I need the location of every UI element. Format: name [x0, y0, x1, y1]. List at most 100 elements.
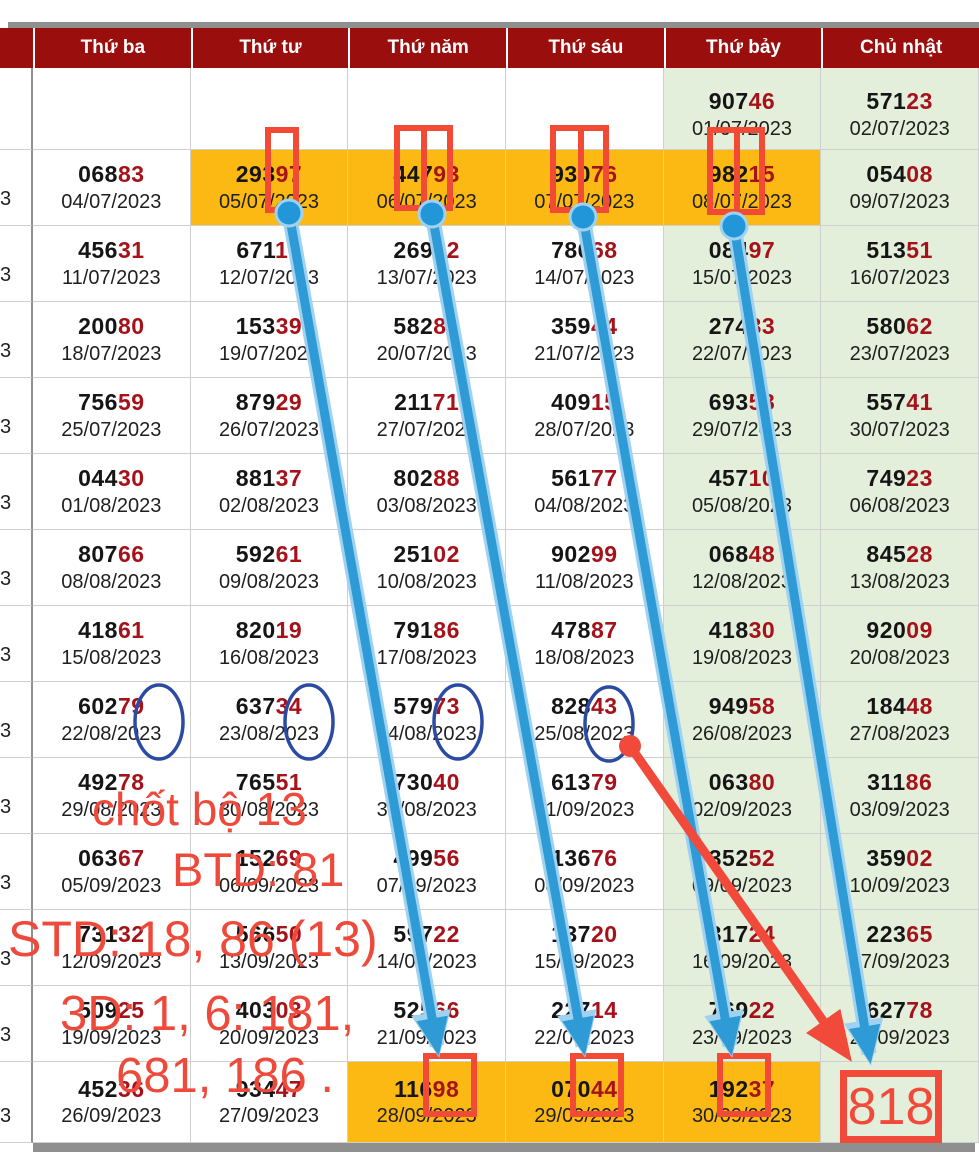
- result-date: 12/07/2023: [218, 266, 320, 289]
- header-day-1: Thứ tư: [190, 28, 349, 68]
- result-number: 35902: [866, 845, 933, 872]
- bottom-scrollbar[interactable]: [33, 1143, 975, 1152]
- lottery-cell: 05408 09/07/2023: [821, 150, 979, 226]
- clipped-monday-cell: 3: [0, 1062, 33, 1143]
- result-date: 09/09/2023: [691, 874, 793, 897]
- lottery-cell: 76922 23/09/2023: [663, 986, 822, 1062]
- clipped-monday-cell: 3: [0, 834, 33, 910]
- lottery-cell: [348, 68, 506, 150]
- result-date: 05/07/2023: [218, 190, 320, 213]
- result-date: 24/09/2023: [849, 1026, 950, 1049]
- result-number: 59722: [393, 921, 460, 948]
- result-date: 15/09/2023: [534, 950, 635, 973]
- result-date: 07/09/2023: [376, 874, 477, 897]
- lottery-cell: 31186 03/09/2023: [821, 758, 979, 834]
- lottery-cell: 49278 29/08/2023: [33, 758, 191, 834]
- result-date: 13/08/2023: [849, 570, 950, 593]
- result-number: 22714: [551, 997, 618, 1024]
- result-date: 22/08/2023: [61, 722, 162, 745]
- clipped-date-digit: 3: [0, 568, 12, 590]
- result-date: 24/08/2023: [376, 722, 477, 745]
- result-number: 44793: [393, 161, 460, 188]
- result-number: 41861: [78, 617, 145, 644]
- result-date: 06/08/2023: [849, 494, 950, 517]
- lottery-cell: [190, 68, 349, 150]
- lottery-cell: 51351 16/07/2023: [821, 226, 979, 302]
- lottery-cell: 69358 29/07/2023: [663, 378, 822, 454]
- result-number: 80766: [78, 541, 145, 568]
- lottery-cell: 52566 21/09/2023: [348, 986, 506, 1062]
- result-date: 02/08/2023: [218, 494, 320, 517]
- result-date: 29/09/2023: [534, 1105, 635, 1128]
- clipped-monday-cell: 3: [0, 682, 33, 758]
- result-date: 03/08/2023: [376, 494, 477, 517]
- header-day-5: Chủ nhật: [821, 28, 979, 68]
- clipped-monday-cell: 3: [0, 454, 33, 530]
- lottery-cell: 21171 27/07/2023: [348, 378, 506, 454]
- result-date: 08/07/2023: [691, 190, 793, 213]
- lottery-cell: 73132 12/09/2023: [33, 910, 191, 986]
- result-number: 45631: [78, 237, 145, 264]
- result-date: 21/09/2023: [376, 1026, 477, 1049]
- result-number: 87929: [235, 389, 303, 416]
- result-date: 10/08/2023: [376, 570, 477, 593]
- result-date: 01/08/2023: [61, 494, 162, 517]
- result-number: 75659: [78, 389, 145, 416]
- result-number: 13676: [551, 845, 618, 872]
- clipped-date-digit: 3: [0, 1024, 12, 1046]
- result-date: 17/08/2023: [376, 646, 477, 669]
- result-number: 84528: [866, 541, 933, 568]
- lottery-cell: 40915 28/07/2023: [506, 378, 664, 454]
- header-corner-cell: [0, 28, 33, 68]
- lottery-cell: 50925 19/09/2023: [33, 986, 191, 1062]
- result-date: 14/07/2023: [534, 266, 635, 289]
- lottery-cell: 20080 18/07/2023: [33, 302, 191, 378]
- lottery-cell: 49956 07/09/2023: [348, 834, 506, 910]
- lottery-cell: 41861 15/08/2023: [33, 606, 191, 682]
- result-date: 18/08/2023: [534, 646, 635, 669]
- clipped-monday-cell: 3: [0, 986, 33, 1062]
- result-date: 16/07/2023: [849, 266, 950, 289]
- result-date: 20/08/2023: [849, 646, 950, 669]
- header-day-4: Thứ bảy: [663, 28, 822, 68]
- result-number: 80288: [393, 465, 460, 492]
- result-date: 30/07/2023: [849, 418, 950, 441]
- result-number: 76551: [235, 769, 303, 796]
- top-divider: [8, 22, 979, 28]
- result-number: 56650: [235, 921, 303, 948]
- result-number: 52566: [393, 997, 460, 1024]
- result-date: 11/08/2023: [535, 570, 634, 593]
- result-number: 67115: [236, 237, 302, 264]
- result-date: 25/07/2023: [61, 418, 162, 441]
- lottery-cell: 08497 15/07/2023: [663, 226, 822, 302]
- result-number: 98215: [708, 161, 776, 188]
- result-number: 11698: [394, 1075, 460, 1102]
- result-number: 90299: [551, 541, 618, 568]
- lottery-cell: 58062 23/07/2023: [821, 302, 979, 378]
- lottery-cell: 29397 05/07/2023: [190, 150, 349, 226]
- result-number: 40915: [551, 389, 618, 416]
- result-date: 17/09/2023: [849, 950, 950, 973]
- lottery-cell: 74923 06/08/2023: [821, 454, 979, 530]
- result-date: 13/07/2023: [376, 266, 477, 289]
- result-date: 27/07/2023: [376, 418, 477, 441]
- clipped-date-digit: 3: [0, 264, 12, 286]
- lottery-cell: 15339 19/07/2023: [190, 302, 349, 378]
- lottery-cell: 73040 31/08/2023: [348, 758, 506, 834]
- lottery-cell: 80288 03/08/2023: [348, 454, 506, 530]
- lottery-cell: 57123 02/07/2023: [821, 68, 979, 150]
- lottery-cell: 15269 06/09/2023: [190, 834, 349, 910]
- result-number: 76922: [708, 997, 776, 1024]
- lottery-cell: 92009 20/08/2023: [821, 606, 979, 682]
- result-date: 11/07/2023: [62, 266, 161, 289]
- lottery-cell: 06883 04/07/2023: [33, 150, 191, 226]
- result-number: 06380: [708, 769, 776, 796]
- lottery-cell: 61379 01/09/2023: [506, 758, 664, 834]
- header-day-0: Thứ ba: [33, 28, 191, 68]
- result-number: 94958: [708, 693, 776, 720]
- result-date: 23/07/2023: [849, 342, 950, 365]
- result-number: 45236: [78, 1075, 145, 1102]
- lottery-cell: 60279 22/08/2023: [33, 682, 191, 758]
- lottery-cell: 67115 12/07/2023: [190, 226, 349, 302]
